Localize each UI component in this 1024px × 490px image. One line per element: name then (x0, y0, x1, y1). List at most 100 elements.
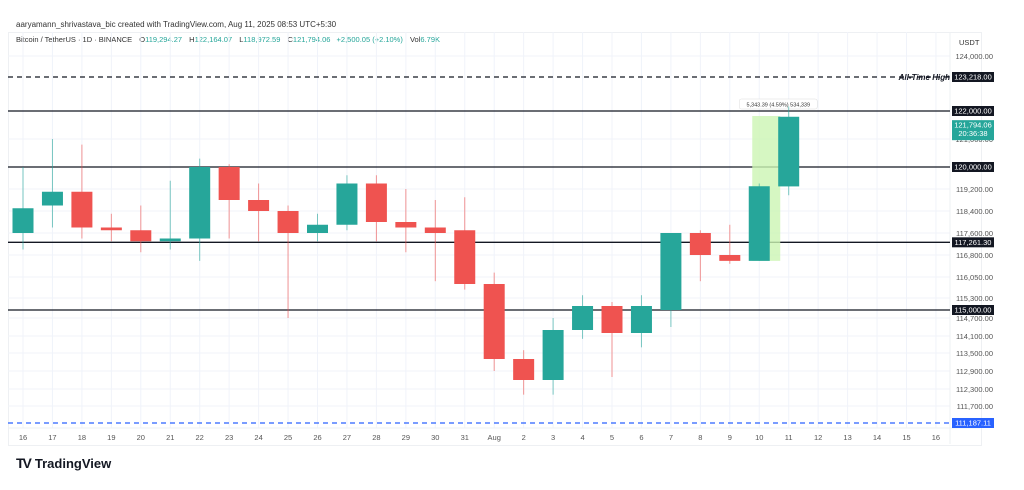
price-tick: 117,600.00 (956, 229, 993, 238)
candle (277, 211, 299, 233)
countdown: 20:36:38 (958, 129, 987, 138)
price-tick: 118,400.00 (956, 207, 993, 216)
price-tag: 122,000.00 (954, 107, 992, 116)
candle (630, 306, 652, 333)
time-tick: 25 (284, 433, 292, 442)
candle (689, 233, 711, 255)
tradingview-logo-icon: TV (16, 455, 32, 471)
time-tick: Aug (488, 433, 501, 442)
change-value: +2,500.05 (+2.10%) (336, 35, 403, 44)
price-tick: 119,200.00 (956, 185, 993, 194)
high-value: 122,164.07 (194, 35, 233, 44)
candle (572, 306, 594, 330)
time-axis[interactable]: 16 17 18 19 20 21 22 23 24 25 26 27 28 29 30 31 Aug 2 3 4 5 6… (19, 433, 940, 442)
time-tick: 17 (48, 433, 56, 442)
candle (483, 284, 505, 359)
price-tick: 124,000.00 (955, 52, 993, 61)
time-tick: 31 (461, 433, 469, 442)
candle (395, 222, 417, 228)
chart-credit: aaryamann_shrivastava_bic created with T… (16, 20, 337, 29)
time-tick: 15 (902, 433, 910, 442)
time-tick: 11 (785, 433, 793, 442)
candle (748, 186, 770, 261)
candle (424, 227, 446, 233)
time-tick: 8 (698, 433, 702, 442)
candle (513, 359, 535, 380)
candle (454, 230, 476, 284)
time-tick: 22 (196, 433, 204, 442)
time-tick: 12 (814, 433, 822, 442)
low-value: 118,972.59 (243, 35, 281, 44)
time-tick: 4 (580, 433, 584, 442)
time-tick: 19 (107, 433, 115, 442)
candle (365, 183, 387, 222)
time-tick: 2 (522, 433, 526, 442)
price-tag: 121,794.06 (954, 121, 992, 130)
price-tick: 115,300.00 (956, 294, 993, 303)
candle (307, 224, 328, 233)
price-tick: 113,500.00 (956, 349, 993, 358)
time-tick: 18 (78, 433, 86, 442)
open-value: 119,294.27 (145, 35, 183, 44)
time-tick: 21 (166, 433, 174, 442)
price-tick: 116,050.00 (956, 273, 993, 282)
measure-label: 5,343.39 (4.59%) 534,339 (746, 103, 810, 109)
ath-label: All-Time High (898, 73, 951, 82)
time-tick: 26 (313, 433, 321, 442)
candle (660, 233, 682, 310)
time-tick: 16 (19, 433, 27, 442)
time-tick: 23 (225, 433, 233, 442)
price-tick: 112,900.00 (956, 367, 993, 376)
time-tick: 9 (728, 433, 732, 442)
candle (130, 230, 152, 242)
price-tick: 114,700.00 (956, 314, 993, 323)
time-tick: 24 (254, 433, 262, 442)
candles (12, 106, 800, 395)
time-tick: 28 (372, 433, 380, 442)
candle (601, 306, 623, 333)
time-tick: 14 (873, 433, 881, 442)
candle (189, 167, 211, 239)
price-tag: 123,218.00 (954, 73, 992, 82)
grid (8, 32, 980, 444)
price-tag: 115,000.00 (955, 306, 992, 315)
candle (100, 227, 122, 231)
price-tick: 114,100.00 (956, 332, 993, 341)
candle (12, 208, 34, 233)
price-tick: 111,700.00 (957, 402, 993, 411)
time-tick: 10 (755, 433, 763, 442)
candle (159, 238, 181, 242)
level-lines: All-Time High (8, 73, 951, 424)
currency-label: USDT (959, 38, 980, 47)
time-tick: 30 (431, 433, 439, 442)
time-tick: 7 (669, 433, 673, 442)
time-tick: 6 (639, 433, 643, 442)
time-tick: 27 (343, 433, 351, 442)
close-value: 121,794.06 (292, 35, 331, 44)
candle (719, 255, 741, 261)
time-tick: 29 (402, 433, 410, 442)
tradingview-wordmark: TradingView (34, 455, 112, 471)
candle (41, 191, 63, 206)
time-tick: 5 (610, 433, 614, 442)
candle (778, 116, 800, 187)
symbol-label[interactable]: Bitcoin / TetherUS · 1D · BINANCE (16, 35, 133, 44)
price-tag: 117,261.30 (955, 238, 992, 247)
tradingview-logo[interactable]: TV TradingView (16, 455, 111, 471)
time-tick: 3 (551, 433, 555, 442)
price-tick: 116,800.00 (956, 251, 993, 260)
candle (542, 330, 564, 380)
price-tick: 112,300.00 (956, 385, 993, 394)
candle (218, 167, 240, 200)
time-tick: 13 (843, 433, 851, 442)
volume-value: 6.79K (420, 35, 440, 44)
ohlc-legend: Bitcoin / TetherUS · 1D · BINANCE O119,2… (16, 35, 440, 44)
time-tick: 20 (137, 433, 145, 442)
candle (336, 183, 358, 225)
candle (71, 191, 93, 228)
candle (248, 200, 270, 211)
time-tick: 16 (932, 433, 940, 442)
price-tag: 120,000.00 (954, 163, 992, 172)
